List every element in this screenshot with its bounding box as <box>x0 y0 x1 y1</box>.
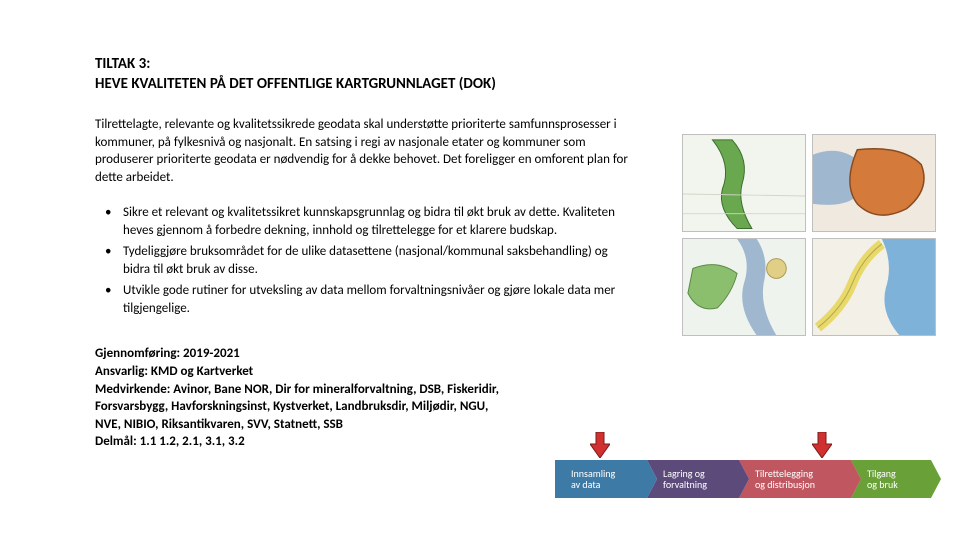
map-thumbnail <box>682 238 806 336</box>
title: TILTAK 3: HEVE KVALITETEN PÅ DET OFFENTL… <box>95 55 635 94</box>
meta-delmal: Delmål: 1.1 1.2, 2.1, 3.1, 3.2 <box>95 433 635 451</box>
intro-paragraph: Tilrettelagte, relevante og kvalitetssik… <box>95 116 635 186</box>
down-arrow-icon <box>812 432 832 458</box>
map-icon <box>813 239 935 335</box>
process-step: Lagring og forvaltning <box>647 460 739 498</box>
bullet-item: Utvikle gode rutiner for utveksling av d… <box>123 282 635 317</box>
bullet-item: Tydeliggjøre bruksområdet for de ulike d… <box>123 243 635 278</box>
map-thumbnail <box>812 238 936 336</box>
process-step-line2: av data <box>571 479 641 491</box>
process-step: Tilrettelegging og distribusjon <box>739 460 851 498</box>
content-block: TILTAK 3: HEVE KVALITETEN PÅ DET OFFENTL… <box>95 55 635 451</box>
process-step: Tilgang og bruk <box>851 460 931 498</box>
process-step-line2: og distribusjon <box>755 479 845 491</box>
map-grid <box>678 130 938 340</box>
map-icon <box>813 135 935 231</box>
down-arrow-icon <box>590 432 610 458</box>
process-step: Innsamling av data <box>555 460 647 498</box>
process-step-line2: og bruk <box>867 479 925 491</box>
meta-block: Gjennomføring: 2019-2021 Ansvarlig: KMD … <box>95 345 635 450</box>
process-step-line2: forvaltning <box>663 479 733 491</box>
map-icon <box>683 239 805 335</box>
process-flow: Innsamling av data Lagring og forvaltnin… <box>555 460 931 498</box>
title-line-1: TILTAK 3: <box>95 55 635 75</box>
bullet-list: Sikre et relevant og kvalitetssikret kun… <box>95 204 635 317</box>
map-thumbnail <box>812 134 936 232</box>
meta-gjennomforing: Gjennomføring: 2019-2021 <box>95 345 635 363</box>
title-line-2: HEVE KVALITETEN PÅ DET OFFENTLIGE KARTGR… <box>95 75 635 95</box>
meta-medvirkende: Medvirkende: Avinor, Bane NOR, Dir for m… <box>95 381 505 434</box>
map-thumbnail <box>682 134 806 232</box>
map-icon <box>683 135 805 231</box>
meta-ansvarlig: Ansvarlig: KMD og Kartverket <box>95 363 635 381</box>
bullet-item: Sikre et relevant og kvalitetssikret kun… <box>123 204 635 239</box>
